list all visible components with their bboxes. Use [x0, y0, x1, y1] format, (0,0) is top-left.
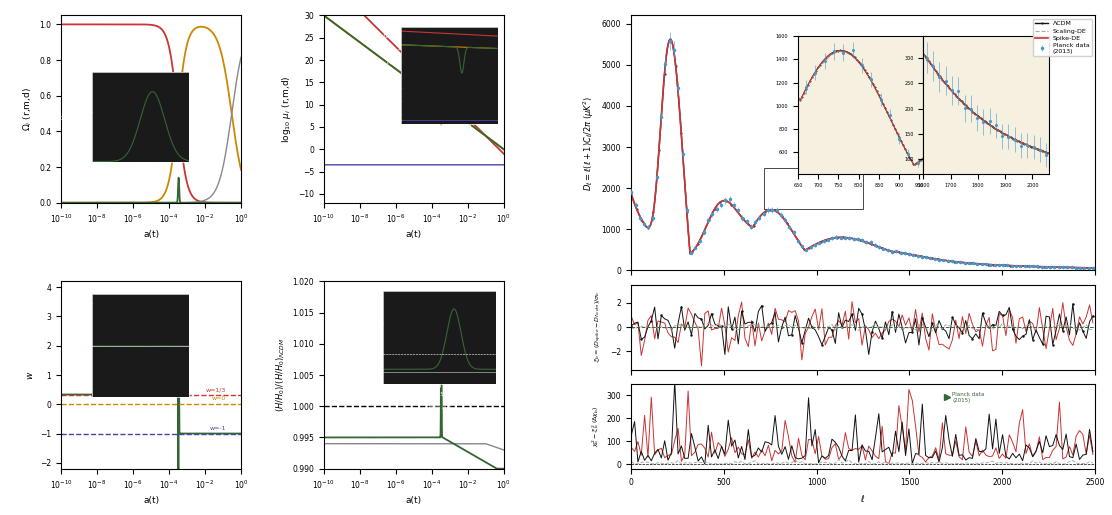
Scaling-DE: [821, 236, 834, 243]
Text: w=1/3: w=1/3: [206, 387, 226, 392]
ΛCDM: [806, 243, 820, 249]
Scaling-DE: [647, 208, 661, 214]
X-axis label: a(t): a(t): [406, 230, 421, 239]
X-axis label: a(t): a(t): [143, 496, 159, 505]
ΛCDM: [624, 191, 637, 197]
ΛCDM: [732, 210, 745, 216]
Y-axis label: $\Omega_i$ (r,m,d): $\Omega_i$ (r,m,d): [21, 87, 33, 131]
Scaling-DE: [687, 247, 701, 253]
Line: Scaling-DE: Scaling-DE: [631, 40, 1095, 268]
ΛCDM: [687, 247, 701, 253]
Bar: [764, 167, 863, 209]
Text: Planck data
(2015): Planck data (2015): [952, 392, 984, 403]
Line: Spike-DE: Spike-DE: [631, 39, 1095, 268]
X-axis label: a(t): a(t): [143, 230, 159, 239]
ΛCDM: [996, 262, 1010, 268]
Spike-DE: [1089, 265, 1102, 271]
Scaling-DE: [664, 37, 677, 43]
Scaling-DE: [806, 243, 820, 249]
Y-axis label: $D_\ell=\ell(\ell+1)C_\ell/2\pi\;(\mu K^2)$: $D_\ell=\ell(\ell+1)C_\ell/2\pi\;(\mu K^…: [582, 95, 596, 191]
Y-axis label: $\chi^2_b-\mathcal{Z}^2_b\;(\Delta\chi_b)$: $\chi^2_b-\mathcal{Z}^2_b\;(\Delta\chi_b…: [590, 405, 600, 447]
Spike-DE: [806, 243, 820, 249]
Spike-DE: [664, 36, 677, 42]
X-axis label: $\ell$: $\ell$: [861, 493, 865, 504]
Scaling-DE: [996, 262, 1010, 268]
X-axis label: a(t): a(t): [406, 496, 421, 505]
Spike-DE: [732, 210, 745, 216]
Spike-DE: [687, 247, 701, 253]
ΛCDM: [1089, 265, 1102, 271]
Text: w=-1: w=-1: [210, 425, 226, 431]
Scaling-DE: [624, 191, 637, 197]
ΛCDM: [647, 208, 661, 214]
ΛCDM: [664, 36, 677, 42]
ΛCDM: [821, 236, 834, 243]
Spike-DE: [996, 262, 1010, 268]
Scaling-DE: [1089, 265, 1102, 271]
Legend: ΛCDM, Scaling-DE, Spike-DE, Planck data
(2013): ΛCDM, Scaling-DE, Spike-DE, Planck data …: [1033, 19, 1092, 56]
Spike-DE: [821, 236, 834, 243]
Line: ΛCDM: ΛCDM: [631, 39, 1096, 269]
Y-axis label: $\log_{10}\,\mu_i$ (r,m,d): $\log_{10}\,\mu_i$ (r,m,d): [279, 75, 292, 143]
Spike-DE: [647, 208, 661, 214]
Y-axis label: $\mathcal{Z}_b=(D_{spike}-D_{\Lambda cdm})/\sigma_b$: $\mathcal{Z}_b=(D_{spike}-D_{\Lambda cdm…: [594, 291, 604, 363]
Spike-DE: [624, 190, 637, 196]
Y-axis label: $w$: $w$: [26, 370, 34, 380]
Text: w=0: w=0: [212, 397, 226, 401]
Scaling-DE: [732, 211, 745, 217]
Y-axis label: $(H/H_0)/(H/H_0)_{\Lambda CDM}$: $(H/H_0)/(H/H_0)_{\Lambda CDM}$: [275, 338, 287, 412]
